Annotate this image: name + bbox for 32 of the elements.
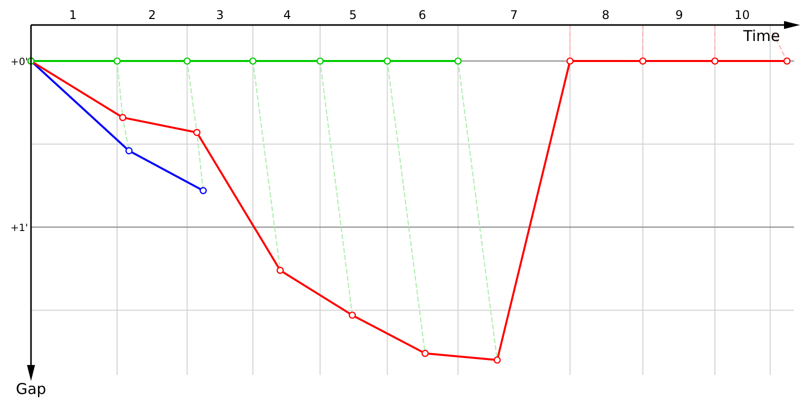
x-tick-label: 7 (510, 8, 518, 22)
point (454, 57, 462, 65)
point (193, 128, 200, 136)
x-tick-label: 4 (283, 8, 292, 22)
point (422, 350, 429, 358)
x-tick-label: 5 (349, 8, 357, 22)
point (348, 312, 356, 319)
point (200, 187, 207, 194)
point (184, 57, 191, 65)
point (114, 57, 121, 65)
point (494, 356, 501, 364)
x-tick-label: 2 (148, 8, 156, 22)
x-tick-label: 1 (69, 8, 77, 22)
x-tick-label: 6 (418, 8, 426, 22)
y-tick-label: +1' (10, 223, 28, 234)
point (125, 147, 133, 154)
point (384, 57, 391, 65)
point (249, 57, 256, 65)
y-tick-label: +0' (10, 57, 28, 68)
point (711, 57, 718, 65)
x-tick-label: 3 (216, 8, 224, 22)
x-axis-title: Time (742, 27, 780, 45)
point (276, 266, 284, 274)
point (316, 57, 324, 65)
point (119, 114, 126, 122)
x-tick-label: 10 (734, 8, 750, 22)
point (639, 57, 646, 65)
point (783, 57, 791, 65)
point (566, 57, 574, 65)
y-axis-title: Gap (16, 380, 46, 398)
x-tick-label: 9 (675, 8, 684, 22)
x-tick-label: 8 (602, 8, 610, 22)
